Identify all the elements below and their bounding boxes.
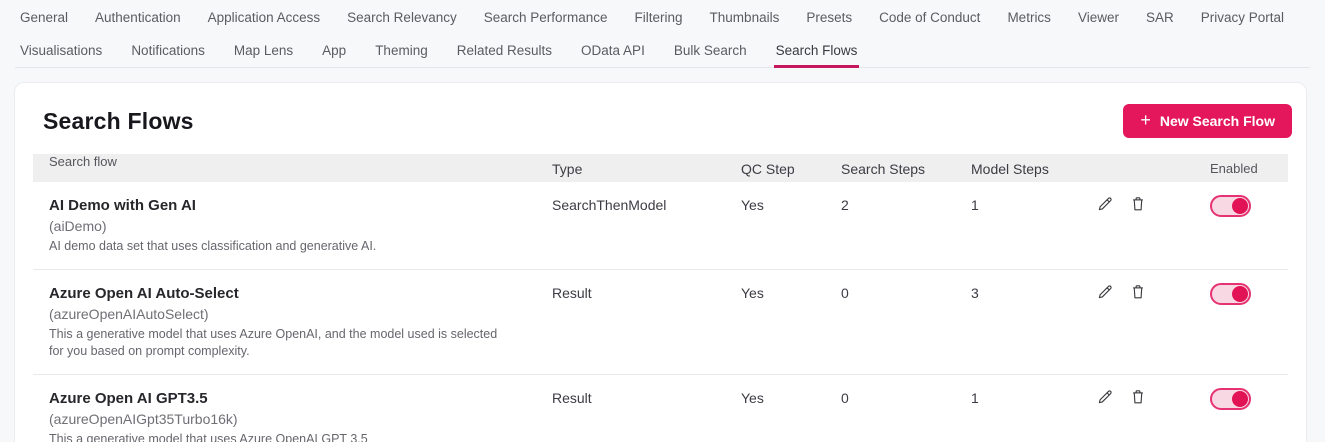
pencil-icon bbox=[1098, 390, 1112, 404]
nav-tab-viewer[interactable]: Viewer bbox=[1077, 9, 1119, 25]
enabled-toggle[interactable] bbox=[1210, 283, 1251, 305]
nav-tab-bulk-search[interactable]: Bulk Search bbox=[673, 43, 747, 58]
flow-description: This a generative model that uses Azure … bbox=[49, 327, 498, 358]
flow-type: Result bbox=[552, 285, 592, 301]
flow-search-steps: 2 bbox=[841, 197, 849, 213]
toggle-knob bbox=[1232, 391, 1248, 407]
nav-tab-metrics[interactable]: Metrics bbox=[1007, 9, 1051, 25]
flow-id: (aiDemo) bbox=[49, 218, 107, 234]
header-type: Type bbox=[552, 160, 583, 177]
table-body: AI Demo with Gen AI (aiDemo) AI demo dat… bbox=[33, 182, 1288, 442]
edit-button[interactable] bbox=[1096, 388, 1114, 406]
nav-tab-thumbnails[interactable]: Thumbnails bbox=[709, 9, 780, 25]
table-row: Azure Open AI Auto-Select (azureOpenAIAu… bbox=[33, 270, 1288, 375]
header-search-steps: Search Steps bbox=[841, 160, 926, 177]
nav-tab-sar[interactable]: SAR bbox=[1145, 9, 1174, 25]
delete-button[interactable] bbox=[1129, 283, 1147, 301]
card-header: Search Flows + New Search Flow bbox=[15, 83, 1306, 154]
nav-tab-map-lens[interactable]: Map Lens bbox=[233, 43, 294, 58]
nav-tab-search-relevancy[interactable]: Search Relevancy bbox=[347, 9, 457, 25]
edit-button[interactable] bbox=[1096, 283, 1114, 301]
nav-tab-app[interactable]: App bbox=[322, 43, 347, 58]
top-nav: General Authentication Application Access S… bbox=[0, 0, 1325, 68]
flow-model-steps: 1 bbox=[971, 197, 979, 213]
new-search-flow-label: New Search Flow bbox=[1159, 113, 1275, 129]
search-flows-card: Search Flows + New Search Flow Search fl… bbox=[14, 82, 1307, 442]
nav-tab-odata-api[interactable]: OData API bbox=[581, 43, 645, 58]
new-search-flow-button[interactable]: + New Search Flow bbox=[1123, 104, 1292, 138]
pencil-icon bbox=[1098, 197, 1112, 211]
flow-search-steps: 0 bbox=[841, 285, 849, 301]
flow-model-steps: 3 bbox=[971, 285, 979, 301]
trash-icon bbox=[1133, 285, 1143, 299]
flow-search-steps: 0 bbox=[841, 390, 849, 406]
nav-row-secondary: Visualisations Notifications Map Lens App Th… bbox=[15, 34, 1310, 68]
table-header-row: Search flow Type QC Step Search Steps Mo… bbox=[33, 154, 1288, 182]
nav-tab-search-performance[interactable]: Search Performance bbox=[483, 9, 608, 25]
flow-qc-step: Yes bbox=[741, 197, 764, 213]
edit-button[interactable] bbox=[1096, 195, 1114, 213]
flow-name: AI Demo with Gen AI bbox=[49, 197, 196, 214]
header-qc-step: QC Step bbox=[741, 160, 795, 177]
nav-tab-authentication[interactable]: Authentication bbox=[95, 9, 181, 25]
nav-tab-application-access[interactable]: Application Access bbox=[207, 9, 321, 25]
flow-qc-step: Yes bbox=[741, 390, 764, 406]
flow-name: Azure Open AI Auto-Select bbox=[49, 285, 239, 302]
header-enabled: Enabled bbox=[1210, 161, 1258, 176]
nav-tab-visualisations[interactable]: Visualisations bbox=[20, 43, 103, 58]
pencil-icon bbox=[1098, 285, 1112, 299]
nav-tab-code-of-conduct[interactable]: Code of Conduct bbox=[879, 9, 981, 25]
plus-icon: + bbox=[1140, 110, 1151, 130]
toggle-knob bbox=[1232, 286, 1248, 302]
flow-qc-step: Yes bbox=[741, 285, 764, 301]
nav-tab-search-flows[interactable]: Search Flows bbox=[773, 34, 860, 68]
enabled-toggle[interactable] bbox=[1210, 388, 1251, 410]
delete-button[interactable] bbox=[1129, 388, 1147, 406]
flow-model-steps: 1 bbox=[971, 390, 979, 406]
trash-icon bbox=[1133, 197, 1143, 211]
trash-icon bbox=[1133, 390, 1143, 404]
flow-id: (azureOpenAIAutoSelect) bbox=[49, 306, 209, 322]
nav-tab-notifications[interactable]: Notifications bbox=[131, 43, 205, 58]
header-search-flow: Search flow bbox=[49, 154, 117, 169]
search-flows-table: Search flow Type QC Step Search Steps Mo… bbox=[33, 154, 1288, 442]
page-title: Search Flows bbox=[43, 107, 194, 134]
enabled-toggle[interactable] bbox=[1210, 195, 1251, 217]
nav-tab-general[interactable]: General bbox=[20, 9, 69, 25]
flow-id: (azureOpenAIGpt35Turbo16k) bbox=[49, 411, 238, 427]
nav-row-primary: General Authentication Application Access S… bbox=[15, 0, 1310, 34]
flow-description: AI demo data set that uses classificatio… bbox=[49, 239, 377, 253]
toggle-knob bbox=[1232, 198, 1248, 214]
flow-type: Result bbox=[552, 390, 592, 406]
nav-tab-theming[interactable]: Theming bbox=[375, 43, 428, 58]
nav-tab-presets[interactable]: Presets bbox=[806, 9, 853, 25]
delete-button[interactable] bbox=[1129, 195, 1147, 213]
table-row: AI Demo with Gen AI (aiDemo) AI demo dat… bbox=[33, 182, 1288, 270]
flow-type: SearchThenModel bbox=[552, 197, 667, 213]
nav-tab-privacy-portal[interactable]: Privacy Portal bbox=[1200, 9, 1285, 25]
nav-tab-related-results[interactable]: Related Results bbox=[456, 43, 553, 58]
table-row: Azure Open AI GPT3.5 (azureOpenAIGpt35Tu… bbox=[33, 375, 1288, 442]
nav-tab-filtering[interactable]: Filtering bbox=[634, 9, 683, 25]
flow-name: Azure Open AI GPT3.5 bbox=[49, 390, 208, 407]
header-model-steps: Model Steps bbox=[971, 160, 1049, 177]
flow-description: This a generative model that uses Azure … bbox=[49, 432, 368, 442]
